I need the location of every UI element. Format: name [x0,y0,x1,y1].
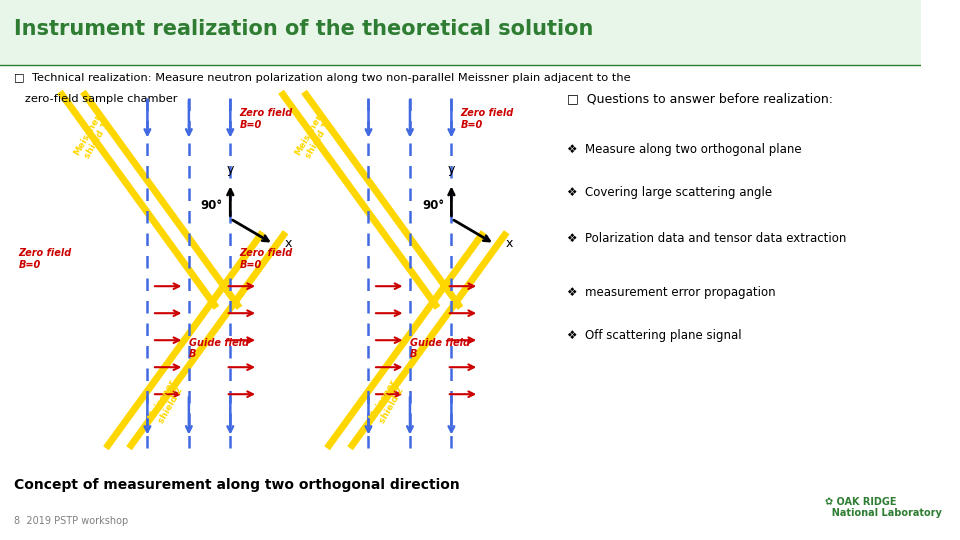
Text: y: y [447,163,455,176]
Text: □  Questions to answer before realization:: □ Questions to answer before realization… [566,92,832,105]
Text: □  Technical realization: Measure neutron polarization along two non-parallel Me: □ Technical realization: Measure neutron… [13,73,631,83]
Text: Zero field
B=0: Zero field B=0 [240,248,293,270]
Text: x: x [284,238,292,251]
Text: x: x [506,238,513,251]
Text: zero-field sample chamber: zero-field sample chamber [13,94,178,105]
Text: Meissner
shield 1: Meissner shield 1 [293,113,333,163]
Text: 8  2019 PSTP workshop: 8 2019 PSTP workshop [13,516,128,526]
Text: ❖  Off scattering plane signal: ❖ Off scattering plane signal [566,329,741,342]
Text: ❖  measurement error propagation: ❖ measurement error propagation [566,286,775,299]
Text: Zero field
B=0: Zero field B=0 [461,108,514,130]
Text: Zero field
B=0: Zero field B=0 [18,248,72,270]
Text: Zero field
B=0: Zero field B=0 [240,108,293,130]
Text: ❖  Covering large scattering angle: ❖ Covering large scattering angle [566,186,772,199]
Text: y: y [227,163,234,176]
Text: 90°: 90° [421,199,444,212]
Text: ❖  Polarization data and tensor data extraction: ❖ Polarization data and tensor data extr… [566,232,846,245]
Text: ✿ OAK RIDGE
  National Laboratory: ✿ OAK RIDGE National Laboratory [825,497,942,518]
Text: Meissner
shield 2: Meissner shield 2 [367,377,407,427]
Text: Meissner
shield 1: Meissner shield 1 [72,113,112,163]
Text: Concept of measurement along two orthogonal direction: Concept of measurement along two orthogo… [13,478,460,492]
Text: Guide field
B: Guide field B [189,338,249,359]
Text: Guide field
B: Guide field B [410,338,470,359]
Text: ❖  Measure along two orthogonal plane: ❖ Measure along two orthogonal plane [566,143,802,156]
Text: Meissner
shield 2: Meissner shield 2 [146,377,186,427]
Text: Instrument realization of the theoretical solution: Instrument realization of the theoretica… [13,19,593,39]
Bar [0,0,922,65]
Text: 90°: 90° [201,199,223,212]
